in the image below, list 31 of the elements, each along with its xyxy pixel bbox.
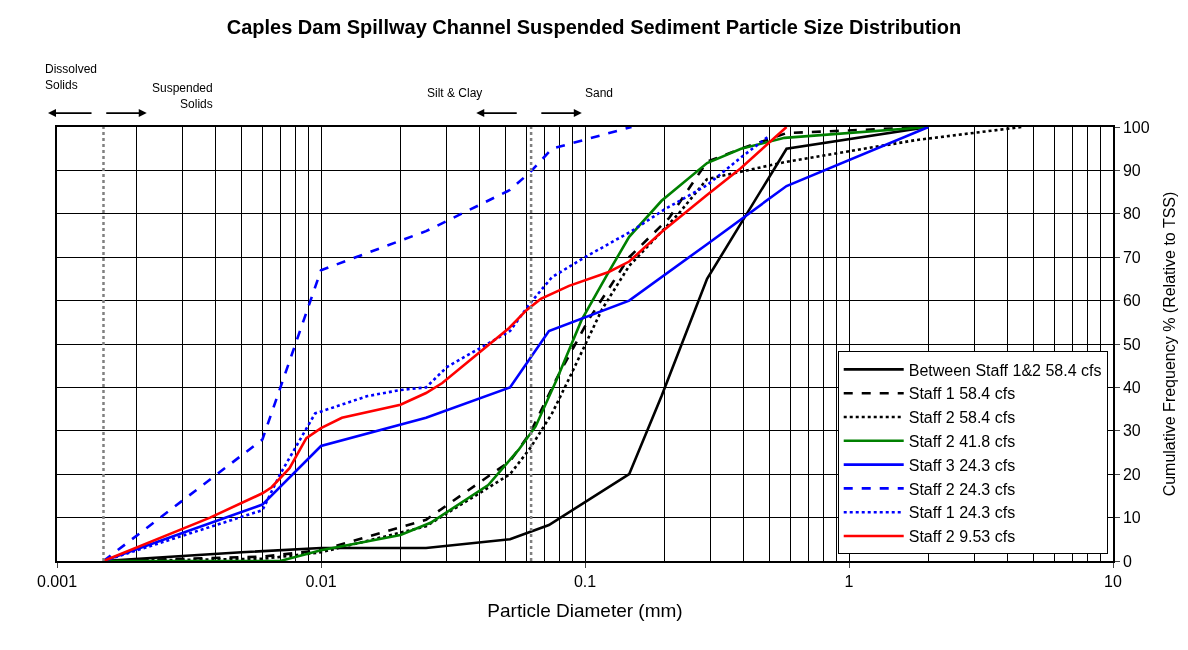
y-tick-label: 0 xyxy=(1122,552,1132,570)
x-tick-label: 1 xyxy=(844,572,854,590)
text: Dissolved Solids xyxy=(45,62,98,92)
legend-label: Between Staff 1&2 58.4 cfs xyxy=(908,361,1102,379)
legend-label: Staff 1 58.4 cfs xyxy=(908,385,1016,403)
y-tick-label: 40 xyxy=(1122,379,1141,396)
legend-label: Staff 2 9.53 cfs xyxy=(908,528,1016,546)
y-tick-label: 10 xyxy=(1122,509,1141,527)
y-tick-label: 30 xyxy=(1122,422,1141,440)
x-tick-label: 0.01 xyxy=(305,572,337,590)
chart-title: Caples Dam Spillway Channel Suspended Sediment Particle Size Distribution xyxy=(226,15,962,38)
y-tick-label: 90 xyxy=(1122,162,1141,179)
y-tick-label: 70 xyxy=(1122,248,1141,266)
x-tick-label: 0.001 xyxy=(36,572,78,590)
x-tick-label: 0.1 xyxy=(573,572,597,590)
legend-label: Staff 2 41.8 cfs xyxy=(908,433,1016,451)
legend-label: Staff 2 24.3 cfs xyxy=(908,480,1016,498)
y-tick-label: 50 xyxy=(1122,335,1141,353)
x-axis-title: Particle Diameter (mm) xyxy=(487,600,683,622)
text: Silt & Clay xyxy=(427,86,483,100)
y-tick-label: 20 xyxy=(1122,465,1141,483)
y-tick-label: 80 xyxy=(1122,205,1141,223)
text: Suspended Solids xyxy=(152,81,213,111)
legend-label: Staff 1 24.3 cfs xyxy=(908,504,1016,522)
x-tick-label: 10 xyxy=(1104,572,1122,590)
legend-label: Staff 3 24.3 cfs xyxy=(908,456,1016,474)
y-tick-label: 100 xyxy=(1122,118,1150,136)
legend-label: Staff 2 58.4 cfs xyxy=(908,409,1016,427)
text: Sand xyxy=(585,86,614,100)
y-axis-title: Cumulative Frequency % (Relative to TSS) xyxy=(1160,191,1178,497)
y-tick-label: 60 xyxy=(1122,292,1141,310)
